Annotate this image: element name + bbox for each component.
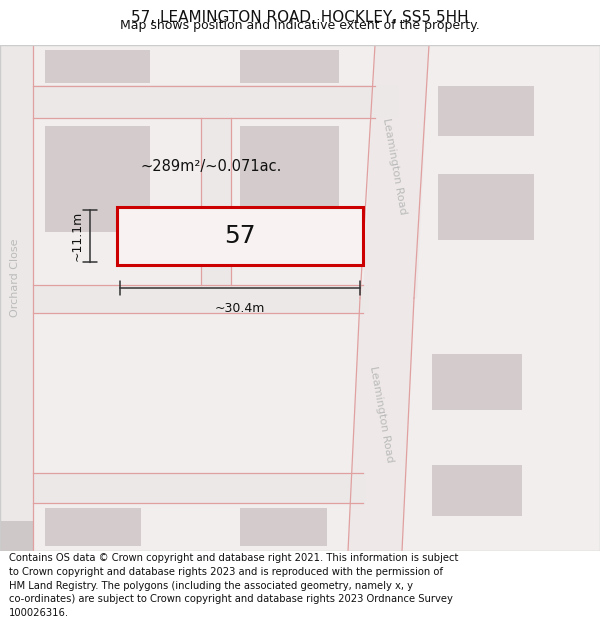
Text: 57: 57	[224, 224, 256, 248]
Bar	[201, 118, 231, 286]
Bar	[432, 465, 522, 516]
Text: 57, LEAMINGTON ROAD, HOCKLEY, SS5 5HH: 57, LEAMINGTON ROAD, HOCKLEY, SS5 5HH	[131, 10, 469, 25]
Bar	[45, 50, 150, 83]
Bar	[0, 45, 33, 551]
Text: Leamington Road: Leamington Road	[382, 118, 408, 216]
Bar	[45, 126, 150, 232]
Bar	[240, 50, 339, 83]
Bar	[240, 508, 327, 546]
Polygon shape	[348, 298, 414, 551]
Polygon shape	[363, 45, 429, 298]
Text: ~30.4m: ~30.4m	[215, 302, 265, 315]
Text: Map shows position and indicative extent of the property.: Map shows position and indicative extent…	[120, 19, 480, 32]
Bar	[33, 286, 369, 313]
Text: Leamington Road: Leamington Road	[368, 366, 394, 464]
Bar	[0, 521, 33, 551]
Bar	[438, 174, 534, 240]
Bar	[0, 472, 366, 503]
Text: Contains OS data © Crown copyright and database right 2021. This information is : Contains OS data © Crown copyright and d…	[9, 554, 458, 618]
Text: Orchard Close: Orchard Close	[10, 239, 20, 317]
Text: ~11.1m: ~11.1m	[71, 211, 84, 261]
Bar	[45, 508, 141, 546]
Bar	[432, 354, 522, 409]
Bar	[33, 86, 399, 118]
Text: ~289m²/~0.071ac.: ~289m²/~0.071ac.	[141, 159, 283, 174]
Bar	[240, 126, 339, 228]
Bar	[117, 207, 363, 265]
Bar	[438, 86, 534, 136]
